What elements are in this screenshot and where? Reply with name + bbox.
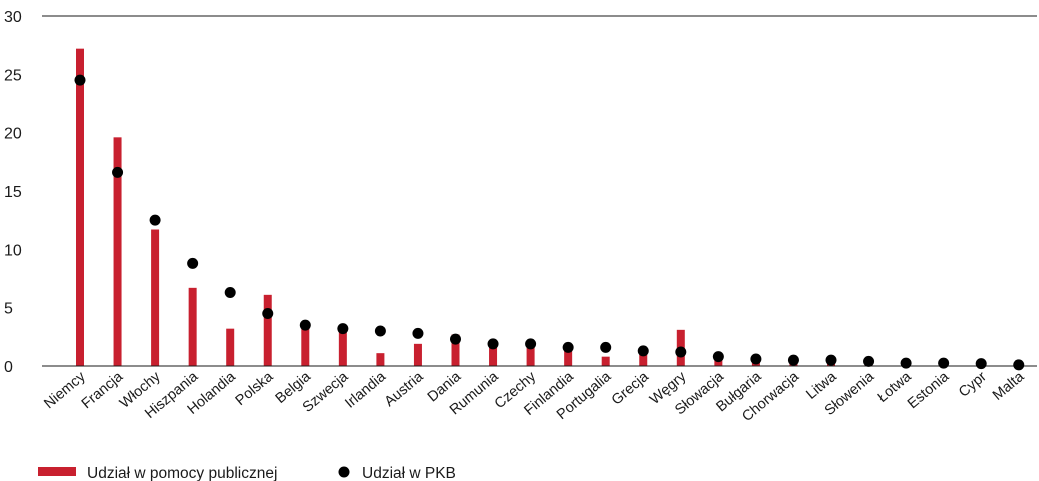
- y-tick-label: 30: [4, 9, 22, 26]
- dot: [900, 357, 912, 369]
- bar-series: [76, 48, 1023, 367]
- dot: [675, 346, 687, 358]
- bar: [263, 294, 272, 366]
- dot: [374, 325, 386, 337]
- bar: [526, 343, 535, 366]
- y-axis-ticks: 0 5 10 15 20 25 30: [4, 9, 22, 376]
- dot: [825, 354, 837, 366]
- dot: [525, 338, 537, 350]
- bar: [451, 334, 460, 366]
- dot: [412, 327, 424, 339]
- bar: [413, 343, 422, 366]
- dot: [112, 166, 124, 178]
- dot: [450, 333, 461, 345]
- dot: [750, 353, 762, 365]
- dot: [187, 257, 199, 269]
- dot: [262, 308, 274, 319]
- x-tick-label: Estonia: [905, 368, 953, 412]
- bar: [564, 348, 573, 366]
- dot: [224, 287, 236, 298]
- bar: [338, 331, 347, 366]
- x-tick-label: Austria: [382, 368, 428, 410]
- bar: [76, 48, 84, 367]
- dot: [299, 319, 311, 331]
- dot: [637, 345, 649, 357]
- legend-swatch-dot: [338, 466, 350, 478]
- y-tick-label: 15: [4, 184, 22, 201]
- x-tick-label: Polska: [233, 368, 277, 409]
- dot: [149, 214, 161, 226]
- dot: [863, 355, 875, 367]
- dot: [562, 341, 574, 353]
- x-tick-label: Niemcy: [41, 368, 89, 412]
- bar: [301, 324, 310, 366]
- y-tick-label: 25: [4, 67, 22, 84]
- bar: [489, 345, 498, 366]
- dot-series: [74, 74, 1025, 371]
- dot: [787, 354, 799, 366]
- dot: [337, 323, 349, 335]
- x-axis-category-labels: NiemcyFrancjaWłochyHiszpaniaHolandiaPols…: [41, 368, 1028, 425]
- dot: [487, 338, 499, 350]
- y-tick-label: 10: [4, 242, 22, 259]
- dot: [975, 358, 987, 370]
- legend-label-bar: Udział w pomocy publicznej: [87, 465, 277, 481]
- dot: [74, 74, 86, 86]
- x-tick-label: Cypr: [956, 369, 990, 401]
- x-tick-label: Irlandia: [342, 368, 389, 411]
- legend-swatch-bar: [38, 467, 76, 476]
- y-tick-label: 5: [4, 301, 13, 318]
- bar: [151, 229, 160, 366]
- dot: [1013, 359, 1025, 371]
- y-tick-label: 0: [4, 359, 13, 376]
- x-tick-label: Malta: [990, 368, 1028, 404]
- bar: [226, 328, 235, 366]
- legend-label-dot: Udział w PKB: [362, 465, 456, 481]
- bar: [188, 287, 197, 366]
- dot: [938, 357, 950, 369]
- bar: [714, 359, 723, 366]
- bar: [376, 353, 385, 366]
- bar: [601, 356, 610, 366]
- dot: [600, 341, 612, 353]
- y-tick-label: 20: [4, 126, 22, 143]
- dot: [712, 351, 724, 363]
- legend: Udział w pomocy publicznej Udział w PKB: [38, 465, 456, 481]
- bar: [113, 137, 122, 366]
- bar: [639, 352, 648, 366]
- x-tick-label: Francja: [79, 368, 127, 412]
- x-tick-label: Grecja: [609, 368, 653, 408]
